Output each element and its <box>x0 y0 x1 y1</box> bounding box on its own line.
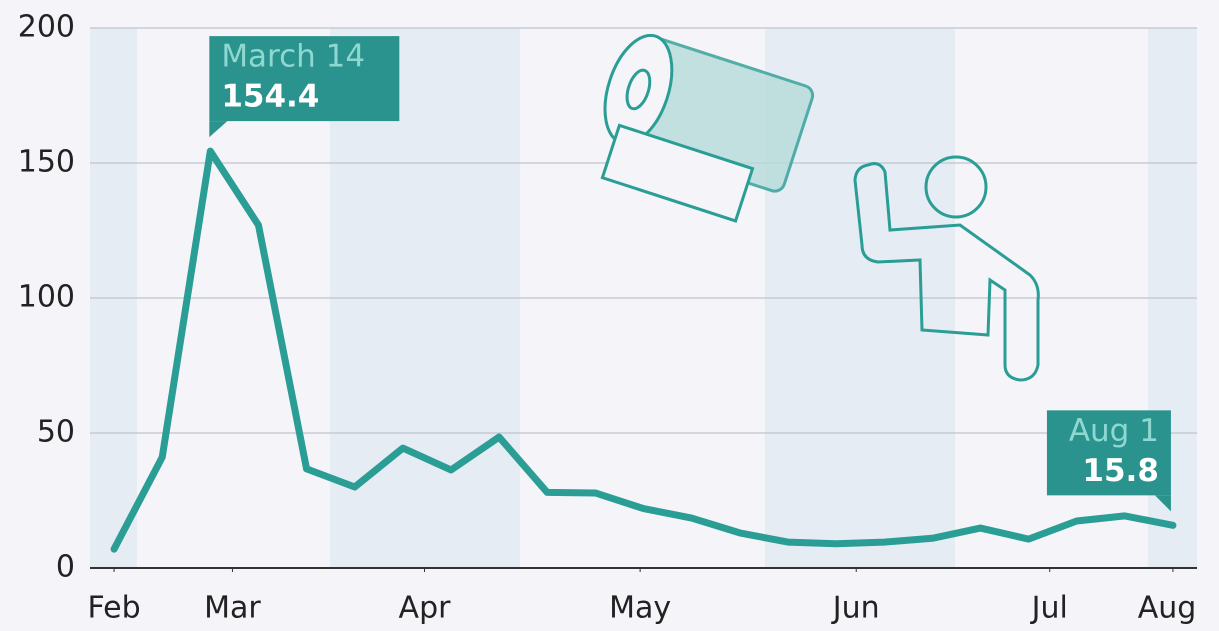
y-tick-label: 150 <box>18 145 75 180</box>
chart: 0 50 100 150 200 Feb Mar Apr May Jun Jul Aug March 1… <box>0 0 1219 631</box>
y-tick-label: 100 <box>18 280 75 315</box>
x-tick-label: Apr <box>399 591 452 626</box>
x-tick-label: Jun <box>831 591 880 626</box>
y-tick-label: 0 <box>56 550 75 585</box>
annotation-label: Aug 1 <box>1069 413 1159 449</box>
x-tick-label: Feb <box>88 591 141 626</box>
x-tick-label: Aug <box>1138 591 1197 626</box>
y-tick-label: 50 <box>37 415 75 450</box>
annotation-value: 154.4 <box>221 79 319 115</box>
annotation-label: March 14 <box>221 39 365 75</box>
y-tick-label: 200 <box>18 10 75 45</box>
x-tick-label: Mar <box>204 591 261 626</box>
page: 0 50 100 150 200 Feb Mar Apr May Jun Jul Aug March 1… <box>0 0 1219 631</box>
x-tick-label: Jul <box>1030 591 1068 626</box>
annotation-value: 15.8 <box>1082 453 1159 489</box>
x-tick-label: May <box>609 591 671 626</box>
